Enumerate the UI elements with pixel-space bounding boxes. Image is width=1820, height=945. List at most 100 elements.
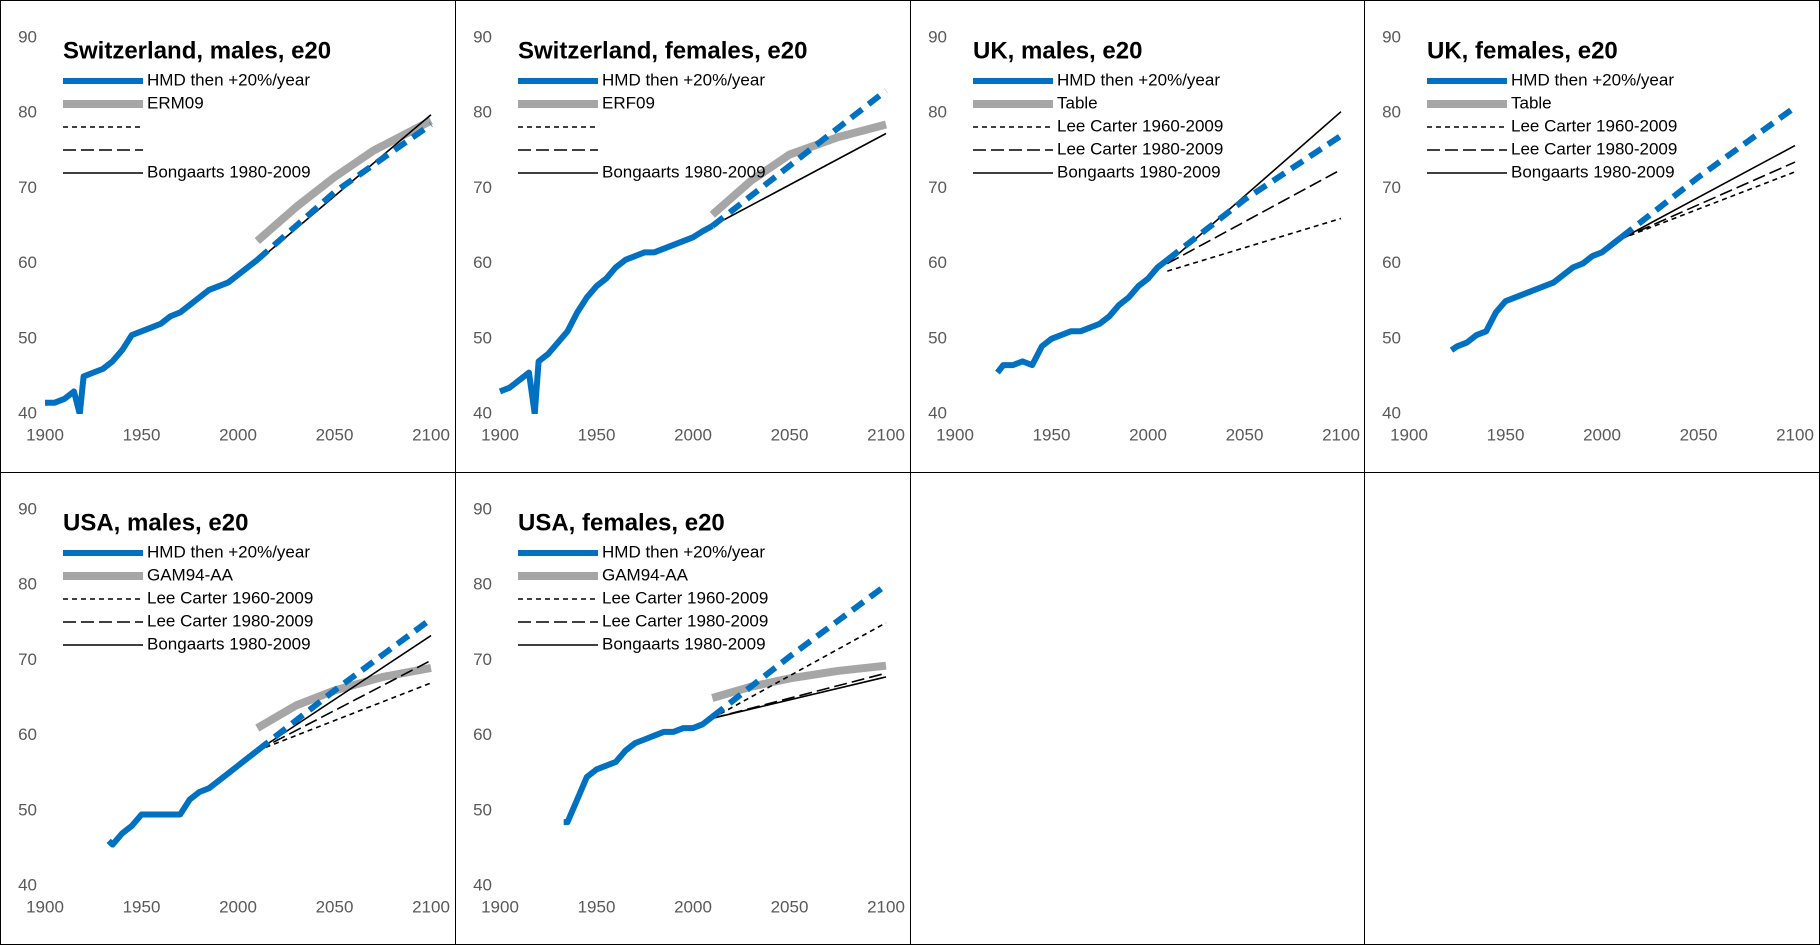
series-line	[255, 122, 433, 263]
legend-label: Lee Carter 1980-2009	[1057, 139, 1223, 158]
legend-label: Lee Carter 1980-2009	[147, 611, 313, 630]
y-tick-label: 50	[473, 800, 492, 819]
x-tick-label: 2100	[867, 425, 905, 444]
plot-area	[45, 114, 433, 414]
legend-label: Bongaarts 1980-2009	[602, 634, 766, 653]
x-tick-label: 1900	[481, 897, 519, 916]
series-line	[710, 88, 888, 229]
chart-title: USA, males, e20	[63, 509, 248, 536]
series-line	[1621, 161, 1796, 240]
x-tick-label: 1950	[123, 897, 161, 916]
x-tick-label: 2000	[1129, 425, 1167, 444]
y-tick-label: 80	[1382, 103, 1401, 122]
y-tick-label: 70	[473, 650, 492, 669]
y-tick-label: 90	[18, 499, 37, 518]
legend-label: HMD then +20%/year	[147, 542, 310, 561]
plot-area	[1450, 104, 1798, 353]
series-line	[257, 682, 432, 752]
legend-label: Lee Carter 1980-2009	[602, 611, 768, 630]
plot-area	[106, 616, 433, 848]
x-tick-label: 2050	[770, 425, 808, 444]
legend-label: Bongaarts 1980-2009	[147, 162, 311, 181]
y-tick-label: 60	[18, 253, 37, 272]
legend-label: Lee Carter 1980-2009	[1511, 139, 1677, 158]
series-line	[710, 661, 887, 702]
legend-label: HMD then +20%/year	[602, 70, 765, 89]
series-line	[1166, 217, 1341, 272]
series-line	[994, 257, 1169, 375]
y-tick-label: 70	[473, 178, 492, 197]
x-tick-label: 2050	[316, 897, 354, 916]
y-tick-label: 40	[18, 875, 37, 894]
y-tick-label: 50	[928, 328, 947, 347]
chart-title: Switzerland, females, e20	[518, 37, 807, 64]
panel: 40 50 60 70 80 90 1900 1950 2000 2050 2100 Switzerl…	[455, 1, 911, 473]
empty-panel	[1365, 473, 1820, 945]
y-tick-label: 60	[473, 253, 492, 272]
x-tick-label: 2050	[1225, 425, 1263, 444]
series-line	[254, 117, 433, 245]
legend-label: GAM94-AA	[147, 565, 234, 584]
y-tick-label: 60	[18, 725, 37, 744]
x-tick-label: 1950	[1487, 425, 1525, 444]
plot-area	[498, 88, 888, 414]
y-tick-label: 50	[18, 328, 37, 347]
chart: 40 50 60 70 80 90 1900 1950 2000 2050 2100 UK, male…	[928, 27, 1360, 444]
series-line	[1166, 111, 1342, 265]
y-tick-label: 70	[18, 650, 37, 669]
x-tick-label: 2100	[1322, 425, 1360, 444]
series-line	[1621, 144, 1796, 240]
series-line	[498, 223, 714, 414]
legend-label: Lee Carter 1960-2009	[602, 588, 768, 607]
panel: 40 50 60 70 80 90 1900 1950 2000 2050 2100 USA, fem…	[455, 473, 911, 945]
y-tick-label: 60	[1382, 253, 1401, 272]
x-tick-label: 1950	[1032, 425, 1070, 444]
y-tick-label: 70	[18, 178, 37, 197]
chart-title: USA, females, e20	[518, 509, 725, 536]
series-line	[255, 616, 433, 754]
chart: 40 50 60 70 80 90 1900 1950 2000 2050 2100 Switzerl…	[18, 27, 450, 444]
legend-label: HMD then +20%/year	[147, 70, 310, 89]
series-line	[1450, 234, 1624, 353]
series-line	[711, 132, 887, 227]
y-tick-label: 50	[473, 328, 492, 347]
legend-label: Lee Carter 1960-2009	[1057, 116, 1223, 135]
series-line	[1619, 104, 1798, 240]
series-line	[709, 120, 887, 218]
x-tick-label: 2100	[867, 897, 905, 916]
series-line	[1164, 133, 1343, 263]
panel: 40 50 60 70 80 90 1900 1950 2000 2050 2100 Switzerl…	[1, 1, 456, 473]
series-line	[1166, 168, 1341, 265]
series-line	[45, 257, 260, 414]
legend-label: Bongaarts 1980-2009	[147, 634, 311, 653]
plot-area	[994, 111, 1343, 375]
y-tick-label: 70	[928, 178, 947, 197]
x-tick-label: 2050	[770, 897, 808, 916]
series-line	[563, 714, 714, 826]
legend-label: ERF09	[602, 93, 655, 112]
series-line	[255, 663, 432, 732]
legend-label: Lee Carter 1960-2009	[147, 588, 313, 607]
legend-label: HMD then +20%/year	[1511, 70, 1674, 89]
y-tick-label: 50	[1382, 328, 1401, 347]
x-tick-label: 2000	[219, 897, 257, 916]
x-tick-label: 1900	[26, 897, 64, 916]
plot-area	[563, 582, 888, 826]
series-line	[1621, 171, 1796, 240]
legend-label: GAM94-AA	[602, 565, 689, 584]
y-tick-label: 90	[928, 27, 947, 46]
legend-label: Bongaarts 1980-2009	[602, 162, 766, 181]
legend-label: HMD then +20%/year	[602, 542, 765, 561]
legend-label: Table	[1057, 93, 1098, 112]
y-tick-label: 60	[928, 253, 947, 272]
y-tick-label: 50	[18, 800, 37, 819]
x-tick-label: 1950	[577, 897, 615, 916]
x-tick-label: 1900	[936, 425, 974, 444]
legend-label: ERM09	[147, 93, 204, 112]
series-line	[711, 622, 887, 720]
series-line	[711, 676, 886, 720]
x-tick-label: 2050	[1680, 425, 1718, 444]
y-tick-label: 90	[18, 27, 37, 46]
x-tick-label: 1900	[481, 425, 519, 444]
series-line	[106, 748, 260, 848]
